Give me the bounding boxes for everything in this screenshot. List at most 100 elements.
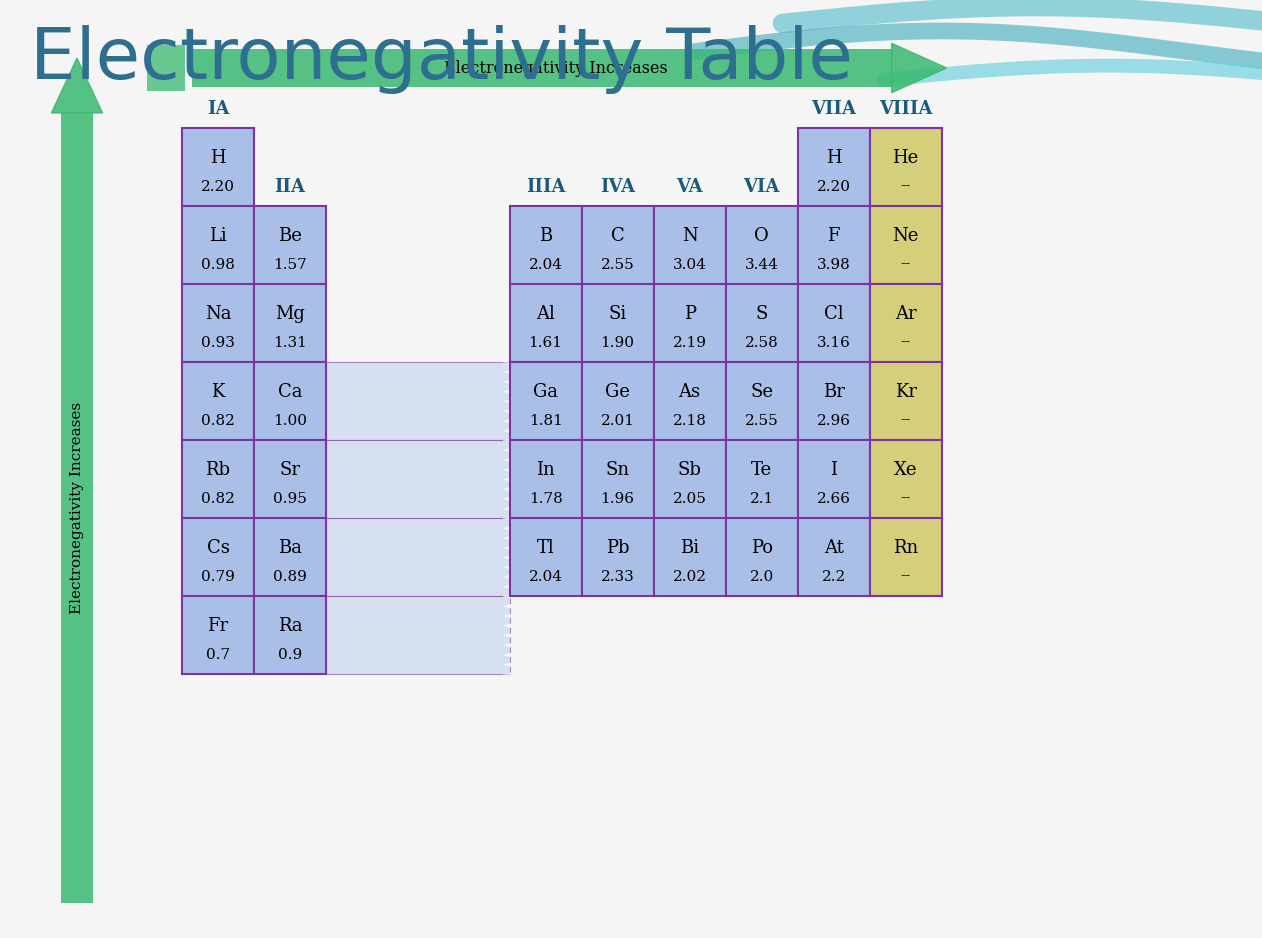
Text: F: F xyxy=(828,227,839,245)
Text: 2.33: 2.33 xyxy=(601,569,635,583)
Bar xyxy=(146,45,186,91)
Text: Te: Te xyxy=(751,461,772,478)
Bar xyxy=(582,362,654,440)
Text: Electronegativity Increases: Electronegativity Increases xyxy=(444,59,668,77)
Text: I: I xyxy=(830,461,837,478)
Bar xyxy=(182,596,254,674)
Text: 0.82: 0.82 xyxy=(201,492,235,506)
Bar xyxy=(726,206,798,284)
Text: Sb: Sb xyxy=(678,461,702,478)
Bar xyxy=(182,362,254,440)
Text: 2.20: 2.20 xyxy=(817,179,851,193)
Text: Li: Li xyxy=(209,227,227,245)
Text: Ne: Ne xyxy=(892,227,919,245)
Text: IVA: IVA xyxy=(599,178,635,196)
Text: Xe: Xe xyxy=(893,461,917,478)
Text: 1.96: 1.96 xyxy=(601,492,635,506)
Bar xyxy=(326,596,510,674)
Text: --: -- xyxy=(901,492,911,506)
Text: C: C xyxy=(611,227,625,245)
Bar xyxy=(726,440,798,518)
Text: 2.0: 2.0 xyxy=(750,569,774,583)
Text: In: In xyxy=(536,461,555,478)
Text: S: S xyxy=(756,305,767,323)
Text: Mg: Mg xyxy=(275,305,305,323)
Bar xyxy=(654,362,726,440)
Bar xyxy=(510,440,582,518)
Bar xyxy=(326,362,510,440)
Polygon shape xyxy=(52,58,102,113)
Text: 0.82: 0.82 xyxy=(201,414,235,428)
Text: 2.1: 2.1 xyxy=(750,492,774,506)
Text: 1.57: 1.57 xyxy=(273,258,307,271)
Text: Electronegativity Table: Electronegativity Table xyxy=(30,25,853,94)
Text: Cs: Cs xyxy=(207,538,230,556)
Text: 2.01: 2.01 xyxy=(601,414,635,428)
Bar xyxy=(798,206,870,284)
Text: Se: Se xyxy=(750,383,774,401)
Bar xyxy=(254,284,326,362)
Bar xyxy=(582,518,654,596)
Text: O: O xyxy=(755,227,769,245)
Text: 0.95: 0.95 xyxy=(273,492,307,506)
Text: 2.05: 2.05 xyxy=(673,492,707,506)
Text: Ge: Ge xyxy=(606,383,630,401)
Text: IA: IA xyxy=(207,100,230,118)
Text: Sr: Sr xyxy=(279,461,300,478)
Text: 2.19: 2.19 xyxy=(673,336,707,350)
Bar xyxy=(870,440,941,518)
Text: VIIA: VIIA xyxy=(811,100,856,118)
Text: IIA: IIA xyxy=(275,178,305,196)
Bar xyxy=(798,362,870,440)
Bar xyxy=(254,362,326,440)
Text: As: As xyxy=(679,383,700,401)
Bar xyxy=(726,284,798,362)
Text: 1.90: 1.90 xyxy=(601,336,635,350)
Text: Tl: Tl xyxy=(536,538,554,556)
Text: Electronegativity Increases: Electronegativity Increases xyxy=(69,402,85,614)
Text: 3.44: 3.44 xyxy=(745,258,779,271)
Text: 2.96: 2.96 xyxy=(817,414,851,428)
Text: Ra: Ra xyxy=(278,616,303,635)
Text: 2.66: 2.66 xyxy=(817,492,851,506)
Bar xyxy=(726,362,798,440)
Text: 0.79: 0.79 xyxy=(201,569,235,583)
Text: 2.18: 2.18 xyxy=(673,414,707,428)
Text: Ba: Ba xyxy=(278,538,302,556)
Text: VIIIA: VIIIA xyxy=(878,100,933,118)
Text: 2.02: 2.02 xyxy=(673,569,707,583)
Text: --: -- xyxy=(901,258,911,271)
Text: B: B xyxy=(539,227,553,245)
Text: Rn: Rn xyxy=(893,538,919,556)
Bar xyxy=(654,284,726,362)
Bar xyxy=(870,206,941,284)
Text: Sn: Sn xyxy=(606,461,630,478)
Polygon shape xyxy=(891,43,946,93)
Text: Br: Br xyxy=(823,383,844,401)
Text: Al: Al xyxy=(536,305,555,323)
Bar xyxy=(510,284,582,362)
Bar xyxy=(510,206,582,284)
Bar xyxy=(61,113,93,903)
Bar xyxy=(870,284,941,362)
Text: 2.04: 2.04 xyxy=(529,569,563,583)
Text: 0.7: 0.7 xyxy=(206,647,230,661)
Bar xyxy=(182,518,254,596)
Text: P: P xyxy=(684,305,695,323)
Bar xyxy=(182,440,254,518)
Bar xyxy=(182,206,254,284)
Bar xyxy=(582,206,654,284)
Text: Na: Na xyxy=(204,305,231,323)
Bar xyxy=(654,518,726,596)
Text: 0.98: 0.98 xyxy=(201,258,235,271)
Bar xyxy=(326,518,510,596)
Text: Kr: Kr xyxy=(895,383,916,401)
Bar xyxy=(798,440,870,518)
Text: 2.55: 2.55 xyxy=(601,258,635,271)
Text: VA: VA xyxy=(676,178,703,196)
Text: He: He xyxy=(892,148,919,167)
Bar xyxy=(798,518,870,596)
Bar xyxy=(582,284,654,362)
Bar xyxy=(798,128,870,206)
Text: --: -- xyxy=(901,569,911,583)
